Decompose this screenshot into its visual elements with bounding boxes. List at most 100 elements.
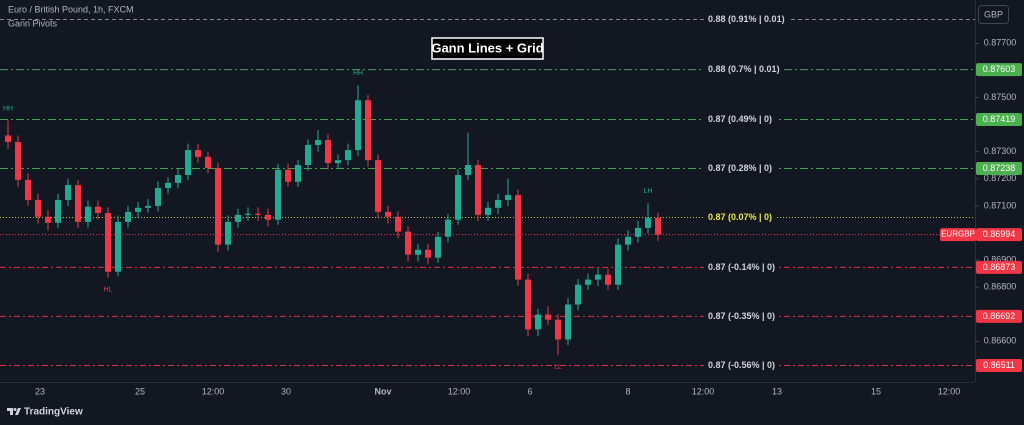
candle-body — [35, 199, 41, 217]
candle-body — [445, 219, 451, 237]
price-tag — [976, 358, 1022, 372]
x-tick-label: 12:00 — [202, 386, 225, 396]
x-tick-label: 23 — [35, 386, 45, 396]
x-tick-label: 30 — [281, 386, 291, 396]
pivot-label: HL — [104, 287, 113, 294]
price-tag-label: 0.87419 — [983, 114, 1016, 124]
candle-body — [565, 304, 571, 340]
brand-name: TradingView — [24, 407, 83, 418]
price-tag — [976, 309, 1022, 323]
price-tag-label: 0.87238 — [983, 163, 1016, 173]
candle-body — [255, 213, 261, 215]
candle-body — [465, 164, 471, 176]
indicator-name: Gann Pivots — [8, 18, 58, 28]
y-tick-label: 0.87300 — [984, 146, 1017, 156]
price-tag-label: 0.87603 — [983, 64, 1016, 74]
candle-body — [545, 314, 551, 320]
candle-body — [225, 221, 231, 245]
pivot-label: LL — [554, 364, 562, 371]
gann-label-bg — [704, 359, 780, 372]
candle-body — [335, 160, 341, 164]
y-tick-label: 0.87100 — [984, 200, 1017, 210]
y-tick-label: 0.86600 — [984, 336, 1017, 346]
gann-label-bg — [704, 63, 784, 76]
currency-label[interactable]: GBP — [984, 9, 1003, 19]
currency-button[interactable] — [978, 5, 1009, 24]
gann-label: 0.87 (0.49% | 0) — [708, 114, 772, 124]
candle-body — [625, 236, 631, 245]
candle-body — [415, 249, 421, 255]
last-price-label: 0.86994 — [983, 229, 1016, 239]
symbol-title: Euro / British Pound, 1h, FXCM — [8, 4, 134, 14]
candle-body — [495, 199, 501, 208]
gann-label-bg — [704, 113, 777, 126]
candle-body — [135, 207, 141, 212]
candle-body — [475, 164, 481, 215]
y-tick-label: 0.86900 — [984, 254, 1017, 264]
pivot-label: HH — [353, 70, 363, 77]
last-price-name-tag — [940, 228, 976, 242]
gann-label: 0.87 (-0.35% | 0) — [708, 311, 775, 321]
candle-body — [365, 100, 371, 161]
candle-body — [95, 206, 101, 213]
x-tick-label: Nov — [374, 386, 391, 396]
candle-body — [385, 211, 391, 217]
candle-body — [325, 140, 331, 164]
title-box — [431, 37, 544, 60]
price-tag — [976, 260, 1022, 274]
pivot-label: HH — [3, 105, 13, 112]
candle-body — [145, 205, 151, 208]
gann-label: 0.87 (-0.14% | 0) — [708, 262, 775, 272]
gann-label-bg — [704, 162, 777, 175]
candle-body — [605, 274, 611, 285]
gann-label: 0.87 (0.07% | 0) — [708, 212, 772, 222]
x-tick-label: 12:00 — [938, 386, 961, 396]
candle-body — [525, 279, 531, 330]
candle-body — [85, 206, 91, 222]
last-price-tag — [976, 228, 1022, 242]
price-tag-label: 0.86873 — [983, 262, 1016, 272]
candle-body — [585, 279, 591, 285]
candle-body — [535, 314, 541, 330]
candle-body — [175, 175, 181, 183]
candle-body — [405, 231, 411, 255]
y-tick-label: 0.87200 — [984, 173, 1017, 183]
candle-body — [205, 156, 211, 168]
candle-body — [295, 164, 301, 182]
candle-body — [195, 150, 201, 157]
gann-label: 0.88 (0.7% | 0.01) — [708, 64, 780, 74]
candle-body — [55, 199, 61, 223]
x-tick-label: 13 — [772, 386, 782, 396]
plot-area — [0, 19, 975, 366]
last-price-name: EURGBP — [941, 230, 975, 239]
x-tick-label: 15 — [871, 386, 881, 396]
x-tick-label: 25 — [135, 386, 145, 396]
y-tick-label: 0.87500 — [984, 92, 1017, 102]
candle-body — [45, 216, 51, 223]
candle-body — [425, 249, 431, 258]
gann-label-bg — [704, 13, 789, 26]
price-tag-label: 0.86511 — [983, 360, 1015, 370]
candle-body — [515, 195, 521, 280]
gann-label-bg — [704, 211, 777, 224]
candle-body — [185, 150, 191, 176]
price-tag — [976, 112, 1022, 126]
candle-body — [315, 140, 321, 145]
candle-body — [15, 141, 21, 180]
candle-body — [165, 182, 171, 189]
brand-logo — [7, 408, 21, 415]
candle-body — [305, 144, 311, 165]
candle-body — [115, 221, 121, 272]
candle-body — [645, 217, 651, 228]
candle-body — [635, 227, 641, 237]
candle-body — [615, 244, 621, 285]
candle-body — [125, 211, 131, 222]
candle-body — [245, 213, 251, 215]
price-tag-label: 0.86692 — [983, 311, 1016, 321]
x-tick-label: 6 — [527, 386, 532, 396]
candle-body — [265, 214, 271, 220]
gann-label: 0.88 (0.91% | 0.01) — [708, 14, 785, 24]
candle-body — [655, 217, 661, 235]
